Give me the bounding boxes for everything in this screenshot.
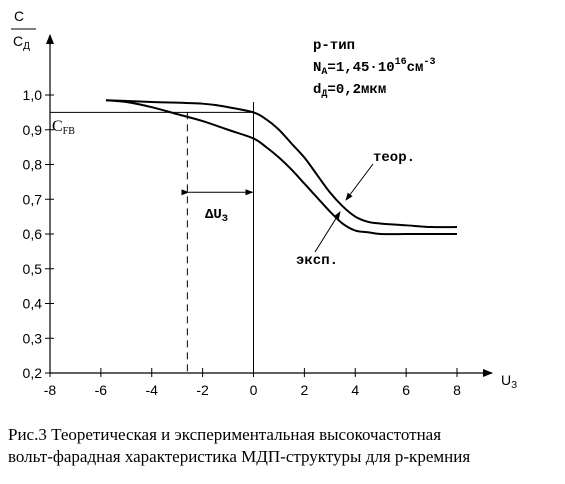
y-tick-label: 0,3: [23, 330, 43, 346]
exp-label-pointer: [314, 211, 341, 253]
y-tick-label: 0,7: [23, 191, 43, 207]
x-tick-label: -2: [196, 382, 209, 398]
cv-chart: -8 -6 -4 -2 0 2 4 6 8 0,2 0,3 0,4 0,5 0,6 0,7 0,8 0,9 1,…: [11, 8, 517, 398]
exp-label: эксп.: [296, 253, 338, 269]
y-tick-label: 0,9: [23, 122, 43, 138]
y-tick-label: 0,8: [23, 157, 43, 173]
x-axis-label: UЗ: [501, 372, 517, 391]
x-tick-label: 4: [351, 382, 359, 398]
theor-label: теор.: [373, 150, 415, 166]
delta-u-label: ΔUЗ: [205, 207, 228, 225]
caption-line-2: вольт-фарадная характеристика МДП-структ…: [8, 447, 471, 466]
x-tick-label: -8: [44, 382, 57, 398]
y-tick-label: 0,6: [23, 226, 43, 242]
x-tick-label: 2: [300, 382, 308, 398]
y-label-numerator: C: [14, 8, 24, 24]
figure-caption: Рис.3 Теоретическая и экспериментальная …: [8, 424, 560, 468]
parameters-block: p-тип NA=1,45·1016см-3 dД=0,2мкм: [313, 38, 435, 100]
series-line-theoretical: [105, 99, 458, 229]
x-tick-label: 6: [402, 382, 410, 398]
caption-line-1: Рис.3 Теоретическая и экспериментальная …: [8, 425, 442, 444]
series-line-experimental: [105, 99, 457, 236]
param-type: p-тип: [313, 38, 355, 54]
cfb-label: CFB: [52, 118, 75, 137]
y-tick-label: 0,2: [23, 365, 43, 381]
x-tick-label: 0: [250, 382, 258, 398]
param-d: dД=0,2мкм: [313, 82, 386, 100]
y-axis-label: C CД: [11, 8, 36, 52]
y-label-denominator: CД: [13, 33, 30, 52]
theor-label-pointer: [345, 163, 374, 201]
y-ticks: 0,2 0,3 0,4 0,5 0,6 0,7 0,8 0,9 1,0: [23, 87, 54, 381]
x-tick-label: -4: [146, 382, 159, 398]
param-na: NA=1,45·1016см-3: [313, 57, 435, 78]
x-ticks: -8 -6 -4 -2 0 2 4 6 8: [44, 368, 461, 398]
x-tick-label: -6: [95, 382, 108, 398]
y-tick-label: 0,4: [23, 296, 43, 312]
x-tick-label: 8: [453, 382, 461, 398]
y-tick-label: 1,0: [23, 87, 43, 103]
y-tick-label: 0,5: [23, 261, 43, 277]
